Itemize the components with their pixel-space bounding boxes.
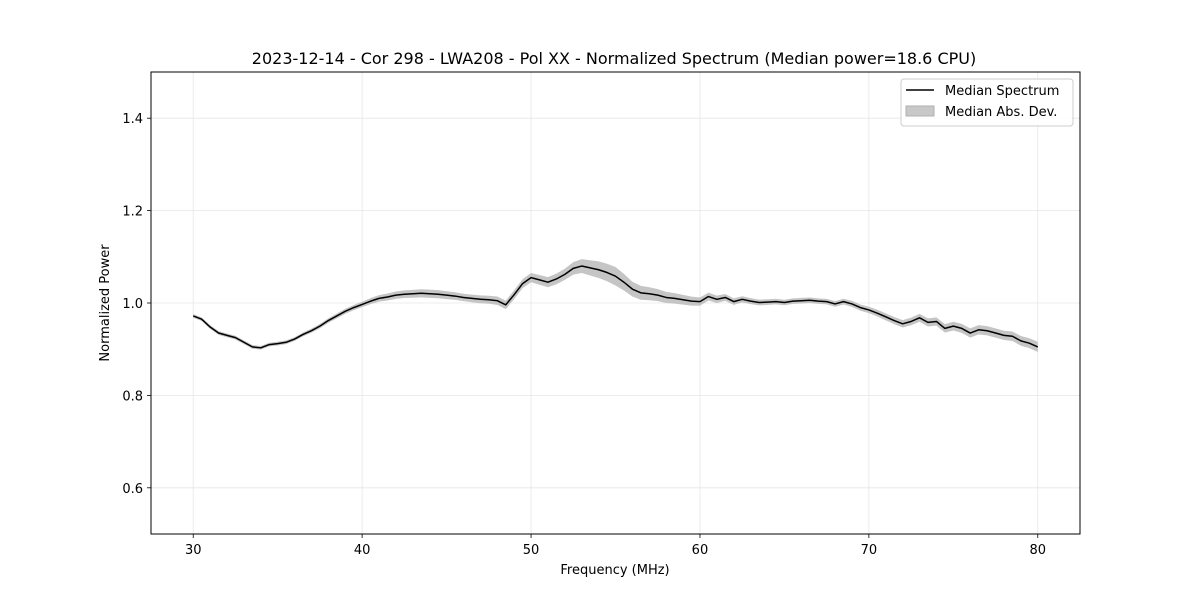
legend-box	[900, 78, 1074, 127]
mad-band-layer	[193, 259, 1038, 352]
median-abs-dev-band	[193, 259, 1038, 352]
legend: Median Spectrum Median Abs. Dev.	[900, 78, 1074, 127]
y-tick-label: 1.0	[122, 297, 143, 312]
y-axis-title: Normalized Power	[98, 244, 113, 362]
chart-title: 2023-12-14 - Cor 298 - LWA208 - Pol XX -…	[252, 49, 976, 68]
y-axis-ticks: 0.6 0.8 1.0 1.2 1.4	[122, 112, 151, 497]
x-tick-label: 70	[861, 543, 878, 558]
x-tick-label: 60	[692, 543, 709, 558]
x-tick-label: 40	[354, 543, 371, 558]
y-tick-label: 1.2	[122, 205, 143, 220]
median-line-layer	[192, 265, 1039, 349]
legend-band-label: Median Abs. Dev.	[945, 105, 1057, 120]
grid	[151, 72, 1080, 534]
y-tick-label: 0.8	[122, 389, 143, 404]
y-tick-label: 1.4	[122, 112, 143, 127]
y-tick-label: 0.6	[122, 482, 143, 497]
x-tick-label: 30	[185, 543, 202, 558]
legend-band-swatch	[905, 105, 935, 117]
legend-line-label: Median Spectrum	[945, 84, 1059, 99]
x-axis-ticks: 30 40 50 60 70 80	[185, 534, 1046, 558]
x-tick-label: 50	[523, 543, 540, 558]
x-axis-title: Frequency (MHz)	[560, 563, 669, 578]
median-spectrum-line	[192, 265, 1039, 349]
x-tick-label: 80	[1029, 543, 1046, 558]
